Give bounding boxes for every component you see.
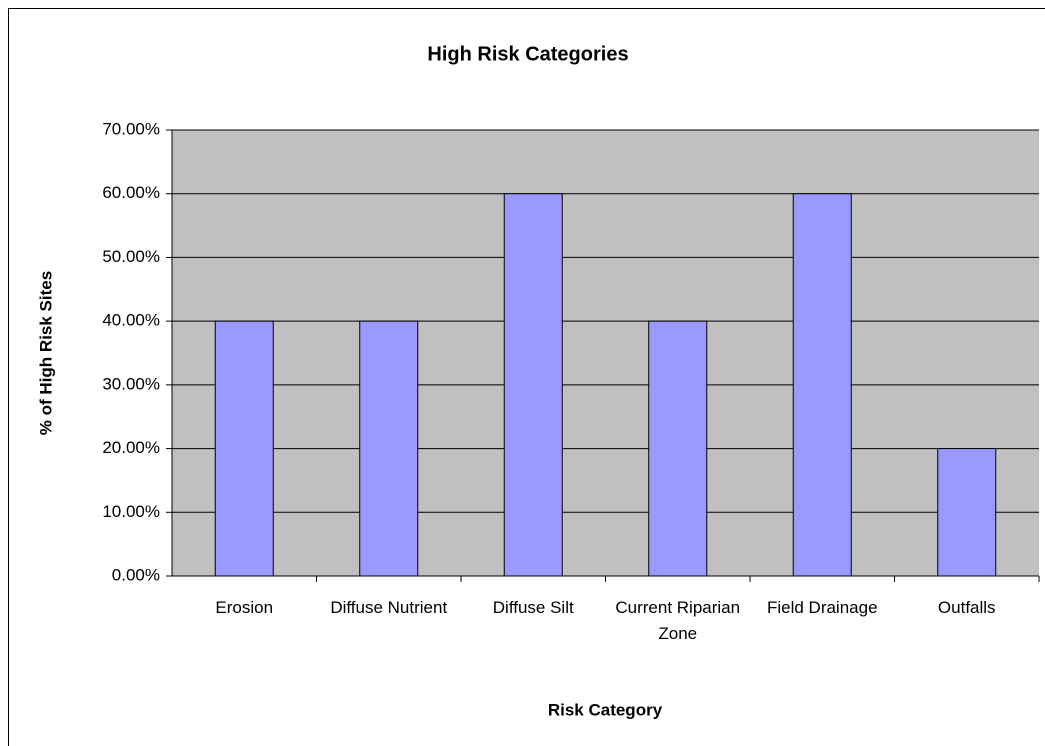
chart-title: High Risk Categories <box>427 43 628 65</box>
y-tick-label: 60.00% <box>102 183 160 202</box>
bar <box>648 320 708 577</box>
y-tick-label: 20.00% <box>102 438 160 457</box>
x-tick-label: Current Riparian Zone <box>615 598 741 643</box>
x-tick-label: Diffuse Silt <box>492 598 574 617</box>
y-tick-label: 70.00% <box>102 119 160 138</box>
y-tick-label: 40.00% <box>102 311 160 330</box>
x-axis-label: Risk Category <box>548 700 663 719</box>
y-tick-label: 50.00% <box>102 247 160 266</box>
x-tick-label: Outfalls <box>937 598 996 617</box>
x-tick-label: Erosion <box>215 598 274 617</box>
x-tick-label: Field Drainage <box>766 598 878 617</box>
plot-area <box>172 130 1039 576</box>
bar <box>937 448 997 577</box>
bar <box>214 320 274 577</box>
y-tick-label: 0.00% <box>112 565 160 584</box>
bar <box>503 193 563 577</box>
bar <box>359 320 419 577</box>
bar <box>792 193 852 577</box>
x-tick-label: Diffuse Nutrient <box>330 598 448 617</box>
y-axis-label: % of High Risk Sites <box>36 271 55 435</box>
y-tick-label: 30.00% <box>102 374 160 393</box>
y-tick-label: 10.00% <box>102 502 160 521</box>
